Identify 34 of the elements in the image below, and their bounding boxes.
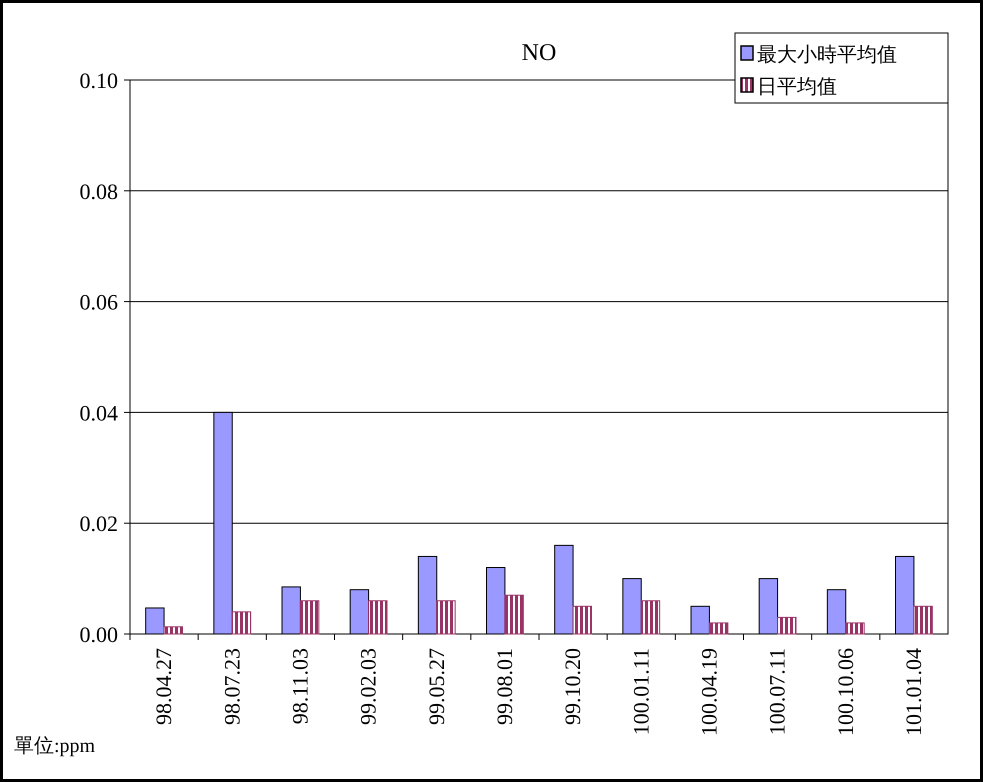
bar: [164, 626, 183, 634]
x-tick-label: 100.07.11: [764, 648, 790, 736]
x-tick-label: 98.07.23: [219, 648, 244, 725]
bar: [232, 611, 252, 634]
x-tick-label: 99.08.01: [492, 648, 517, 725]
bar: [300, 600, 320, 634]
legend-label: 最大小時平均值: [757, 42, 897, 66]
y-tick-label: 0.06: [80, 290, 118, 315]
x-tick-label: 101.01.04: [900, 648, 926, 736]
x-tick-label: 100.04.19: [696, 648, 722, 736]
x-tick-label: 99.02.03: [356, 648, 381, 725]
x-tick-label: 98.04.27: [151, 648, 176, 725]
x-tick-label: 100.01.11: [628, 648, 654, 736]
bar: [504, 594, 524, 634]
bar: [436, 600, 456, 634]
y-tick-label: 0.10: [80, 68, 118, 93]
x-tick-label: 99.05.27: [424, 648, 449, 725]
y-tick-label: 0.04: [80, 400, 118, 426]
legend-label: 日平均值: [757, 74, 837, 98]
chart-title: NO: [522, 40, 556, 66]
bar: [640, 600, 660, 634]
bar: [368, 600, 388, 634]
bar: [913, 606, 933, 634]
x-tick-label: 99.10.20: [560, 648, 586, 725]
y-tick-label: 0.00: [80, 622, 118, 647]
x-tick-label: 100.10.06: [832, 648, 858, 736]
bar: [572, 606, 592, 634]
bar: [708, 622, 728, 634]
y-tick-label: 0.08: [80, 178, 118, 204]
x-tick-label: 98.11.03: [287, 648, 312, 724]
text: 單位:ppm: [14, 735, 96, 757]
bar: [777, 616, 796, 634]
bar: [845, 622, 865, 634]
y-tick-label: 0.02: [80, 511, 118, 536]
